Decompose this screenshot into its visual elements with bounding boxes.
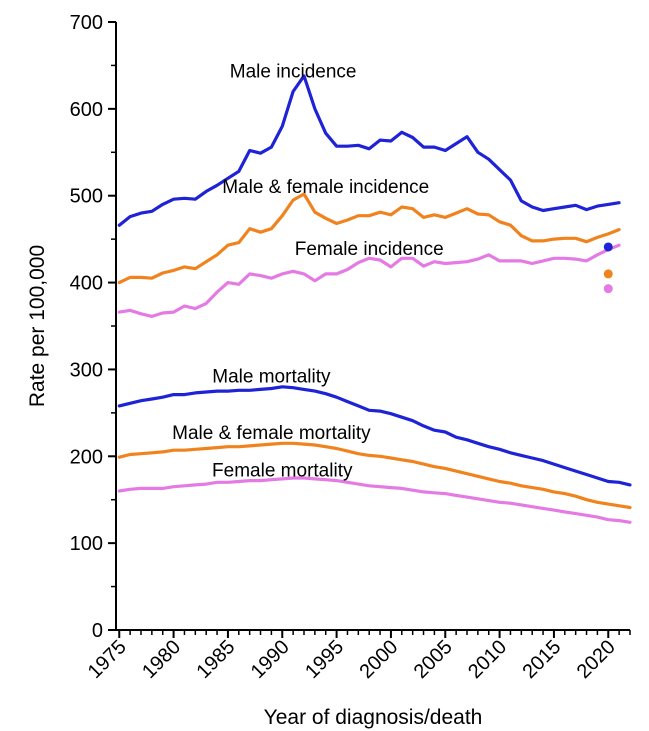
both-mortality-label: Male & female mortality: [172, 423, 371, 444]
axes: [115, 22, 630, 631]
both-mortality-line: [117, 441, 632, 510]
both-incidence-line: [117, 192, 621, 285]
y-tick-label: 600: [70, 99, 103, 121]
x-ticks: 1975 1980 1985 1990 1995 2000 2005 2010 2015 2020: [84, 630, 631, 683]
series-labels: Male incidence Male & female incidence Fem…: [172, 62, 444, 482]
female-incidence-line: [117, 243, 621, 318]
x-tick-label: 2005: [410, 636, 457, 683]
both-incidence-label: Male & female incidence: [222, 177, 429, 198]
male-incidence-line: [117, 74, 621, 227]
x-tick-label: 1995: [301, 636, 348, 683]
x-tick-label: 1985: [192, 636, 239, 683]
extra-points: [603, 242, 613, 294]
x-tick-label: 1980: [138, 636, 185, 683]
y-tick-label: 700: [70, 12, 103, 34]
y-tick-label: 300: [70, 359, 103, 381]
extra-data-point: [603, 242, 613, 252]
y-tick-label: 400: [70, 273, 103, 295]
series-lines: [117, 74, 632, 524]
male-incidence-label: Male incidence: [230, 62, 357, 83]
y-axis-title: Rate per 100,000: [26, 245, 49, 407]
y-tick-label: 200: [70, 446, 103, 468]
x-tick-label: 1975: [84, 636, 131, 683]
y-tick-label: 0: [92, 620, 103, 642]
y-ticks: 0 100 200 300 400 500 600 700: [70, 12, 116, 642]
female-mortality-label: Female mortality: [212, 460, 353, 481]
x-tick-label: 2010: [464, 636, 511, 683]
female-incidence-label: Female incidence: [295, 239, 444, 260]
x-tick-label: 2020: [573, 636, 620, 683]
y-tick-label: 500: [70, 186, 103, 208]
x-tick-label: 2015: [518, 636, 565, 683]
male-mortality-label: Male mortality: [212, 366, 331, 387]
extra-data-point: [603, 284, 613, 294]
male-mortality-line: [117, 385, 632, 487]
x-axis-title: Year of diagnosis/death: [264, 706, 483, 729]
x-tick-label: 1990: [247, 636, 294, 683]
female-mortality-line: [117, 476, 632, 524]
y-tick-label: 100: [70, 533, 103, 555]
extra-data-point: [603, 269, 613, 279]
x-tick-label: 2000: [355, 636, 402, 683]
